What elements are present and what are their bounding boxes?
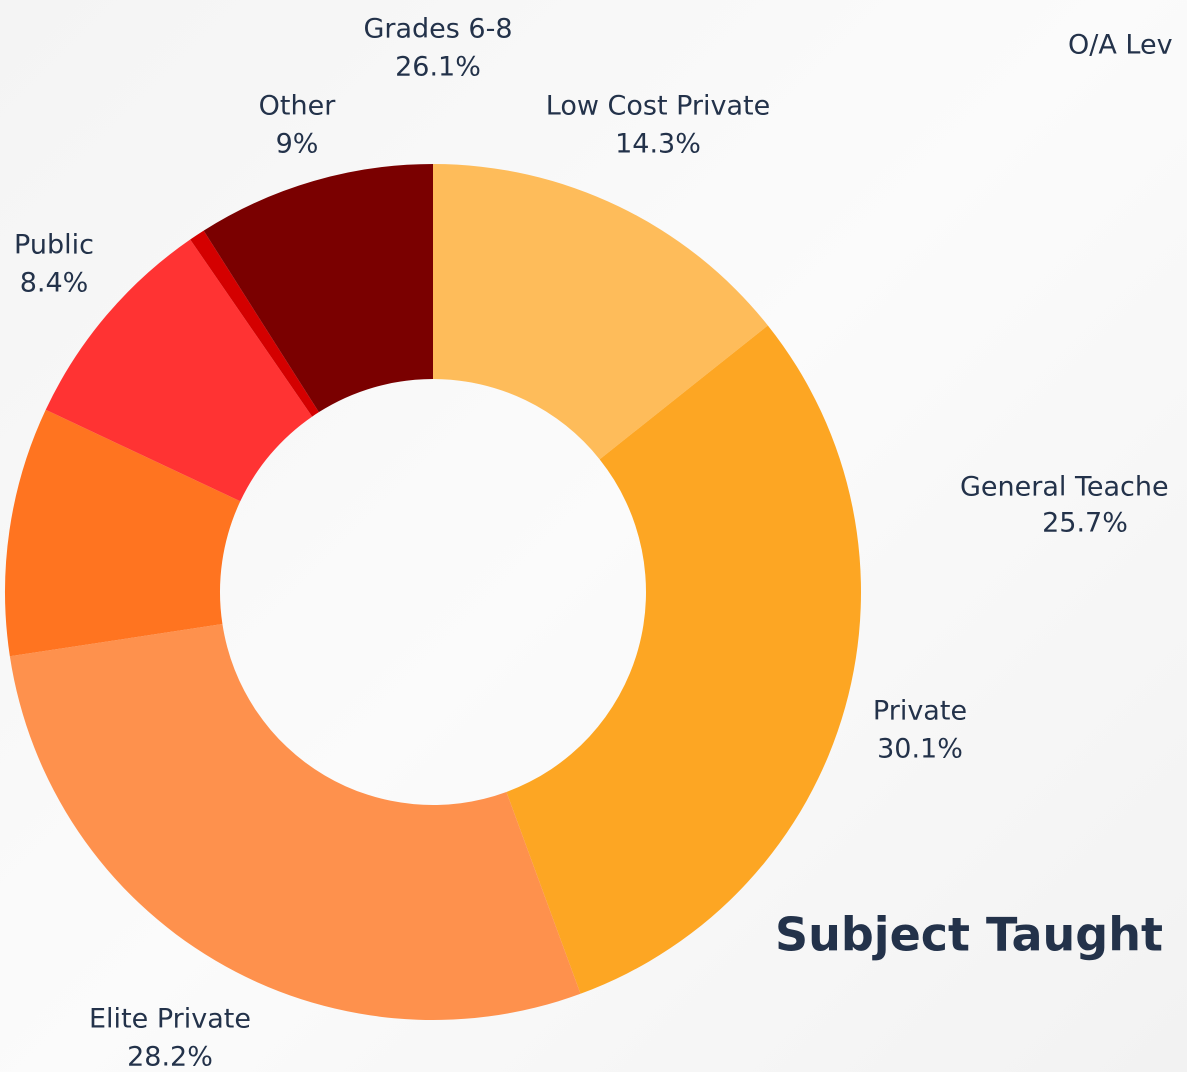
donut-segment (9, 623, 581, 1020)
segment-label: Other (259, 91, 337, 122)
stray-value: 25.7% (1042, 508, 1128, 539)
donut-segment (190, 230, 319, 417)
stray-value: 26.1% (395, 52, 481, 83)
segment-value: 28.2% (127, 1042, 213, 1072)
donut-segment (4, 409, 241, 657)
donut-segment (506, 325, 861, 994)
segment-value: 9% (276, 129, 319, 160)
segment-label: Public (14, 230, 94, 261)
segment-label: Private (873, 696, 967, 727)
stray-label: Grades 6-8 (363, 14, 512, 45)
segment-value: 14.3% (615, 129, 701, 160)
segment-label: Low Cost Private (546, 91, 771, 122)
segment-value: 8.4% (20, 268, 89, 299)
donut-segment (203, 164, 433, 413)
stray-label: General Teache (960, 472, 1169, 503)
segment-label: Elite Private (89, 1004, 251, 1035)
segment-value: 30.1% (877, 734, 963, 765)
section-title: Subject Taught (775, 908, 1163, 962)
donut-segment (45, 239, 313, 502)
stray-label: O/A Lev (1068, 30, 1173, 61)
donut-segment (433, 164, 768, 460)
